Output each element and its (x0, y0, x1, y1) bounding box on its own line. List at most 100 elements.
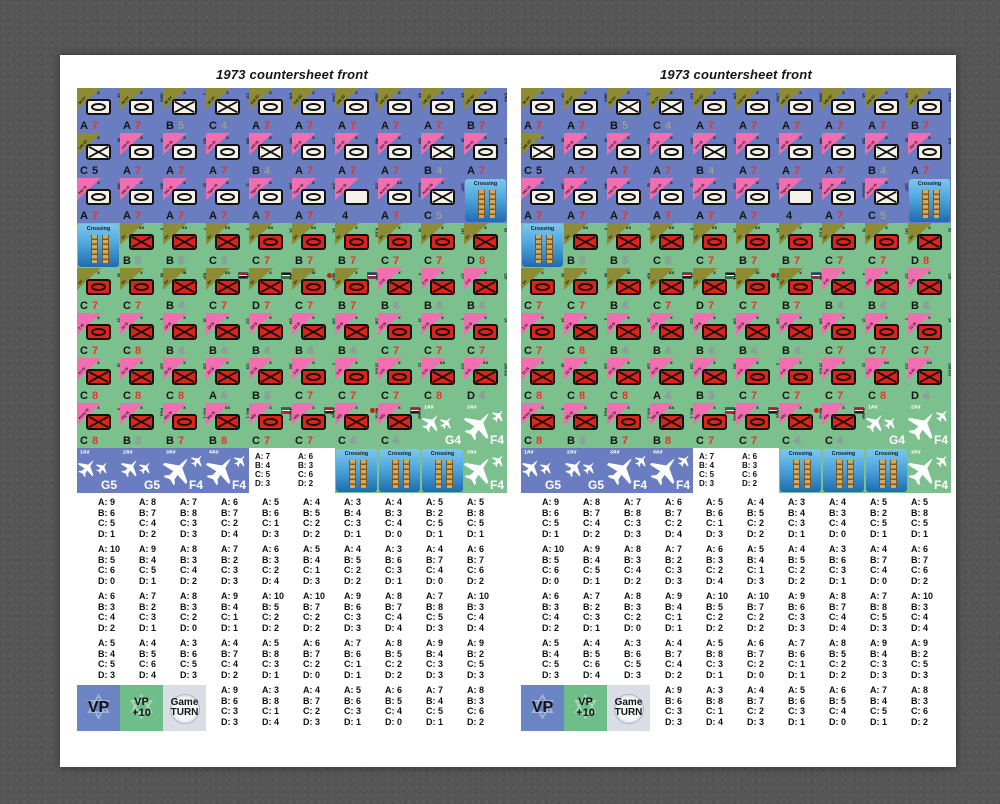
echelon-mark: x (312, 315, 315, 321)
value-line: D: 2 (139, 528, 157, 539)
value-table-cell: A: 7 B: 4 C: 5 D: 1 (421, 685, 462, 731)
value-line: A: 3 (788, 497, 806, 507)
unit-symbol-box (172, 324, 197, 340)
value-line: B: 6 (98, 507, 116, 518)
unit-symbol-box (430, 144, 455, 160)
value-line: B: 7 (829, 601, 847, 612)
value-line: B: 7 (747, 601, 765, 612)
value-line: D: 3 (221, 575, 239, 586)
unit-id-label: 217 (775, 138, 779, 145)
value-table-row: A: 5 B: 4 C: 5 D: 3 A: 4 B: 5 C: 6 D: 4 A: 3 B: 6… (77, 638, 507, 680)
value-line: C: 5 (467, 659, 485, 669)
jet-icon (421, 409, 445, 436)
unit-id-label: 4 (417, 273, 421, 276)
unit-symbol-box (258, 99, 283, 115)
unit-symbol-box (172, 369, 197, 385)
flag-stripe (726, 408, 734, 410)
value-line: B: 3 (467, 601, 485, 612)
unit-counter: 252 IS x 875 A 7 (908, 133, 951, 178)
value-table-cell: A: 6 B: 3 C: 2 D: 4 (257, 544, 298, 586)
value-line: A: 3 (624, 638, 642, 648)
value-line: B: 2 (139, 601, 157, 612)
value-table-cell: A: 8 B: 7 C: 4 D: 2 (578, 497, 619, 539)
value-line: C: 1 (665, 612, 683, 622)
value-line: C: 5 (180, 659, 198, 669)
counter-letter: C (80, 390, 88, 402)
counter-value: 8 (535, 390, 543, 402)
echelon-mark: x (140, 180, 143, 186)
unit-symbol-box (172, 279, 197, 295)
pontoon-bridge-icon (793, 460, 800, 488)
value-line: A: 4 (303, 685, 321, 695)
counter-value: 7 (478, 345, 486, 357)
value-line: C: 2 (829, 659, 847, 669)
cuba-flag-icon (811, 272, 821, 279)
unit-counter: SY x CEF B 7 (335, 268, 378, 313)
echelon-mark: x (226, 180, 229, 186)
unit-id-label: 36 (460, 138, 464, 143)
counter-value: 7 (707, 435, 715, 447)
value-line: D: 1 (426, 716, 444, 727)
value-line: C: 5 (583, 565, 601, 575)
counter-letter: C (868, 210, 876, 222)
counter-letter: C (80, 300, 88, 312)
counter-value: 7 (750, 435, 758, 447)
unit-id-label: 179A (775, 93, 779, 102)
armor-oval-icon (922, 103, 937, 111)
armor-oval-icon (836, 238, 851, 246)
jet-icon (206, 449, 242, 491)
value-line: B: 6 (788, 601, 806, 612)
value-line: A: 10 (747, 591, 770, 601)
jordan-flag-icon (725, 272, 735, 279)
unit-counter: SY x 141 C 7 (865, 223, 908, 268)
echelon-mark: x (355, 135, 358, 141)
armor-oval-icon (220, 148, 235, 156)
counter-letter: A (209, 390, 217, 402)
ratio-line: D: 2 (298, 479, 314, 488)
counter-value: 8 (578, 390, 586, 402)
echelon-mark: x (355, 405, 358, 411)
value-line: B: 7 (911, 554, 929, 565)
counter-letter: B (166, 255, 174, 267)
unit-id-label: 134 (732, 318, 736, 325)
value-table-cell: A: 8 B: 5 C: 2 D: 2 (380, 638, 421, 680)
unit-counter: 19 IS x 15 C 7 (822, 313, 865, 358)
unit-id-label: Reserve (861, 183, 865, 198)
unit-counter: 19 IS x 112 B 4 (650, 313, 693, 358)
value-line: C: 2 (180, 612, 198, 622)
value-table-cell: A: 3 B: 4 C: 3 D: 1 (339, 497, 380, 539)
counter-value: 8 (134, 345, 142, 357)
unit-counter: HQ IS x Para B 3 (564, 403, 607, 448)
counter-value: 7 (392, 210, 400, 222)
counter-letter: C (80, 165, 88, 177)
unit-symbol-box (530, 279, 555, 295)
unit-counter: Army IS x 116T C 5 (865, 178, 908, 223)
unit-symbol-box (788, 369, 813, 385)
echelon-mark: x (398, 405, 401, 411)
echelon-mark: x (541, 405, 544, 411)
unit-counter: 2 IS x 120 B 4 (908, 268, 951, 313)
unit-symbol-box (473, 369, 498, 385)
jordan-flag-icon (281, 272, 291, 279)
value-table-cell: A: 4 B: 5 C: 2 D: 2 (339, 544, 380, 586)
unit-counter: Ally x Algeria C 7 (693, 403, 736, 448)
unit-id-label: Reserve (417, 183, 421, 198)
counter-letter: B (567, 435, 575, 447)
echelon-mark: x (885, 180, 888, 186)
counter-letter: C (610, 390, 618, 402)
echelon-mark: x (269, 405, 272, 411)
counter-value: 4 (879, 165, 887, 177)
value-line: D: 1 (221, 622, 239, 633)
unit-id-label: 1 (460, 318, 464, 321)
echelon-mark: x (928, 315, 931, 321)
value-line: A: 3 (706, 685, 724, 695)
counter-value: 7 (263, 210, 271, 222)
libya-flag-icon (324, 407, 334, 414)
counter-value: 7 (793, 390, 801, 402)
unit-id-label: 141 (460, 228, 464, 235)
value-table-cell: A: 9 B: 6 C: 5 D: 1 (93, 497, 134, 539)
unit-id-label: 82P (646, 273, 650, 280)
value-line: D: 4 (139, 669, 157, 680)
